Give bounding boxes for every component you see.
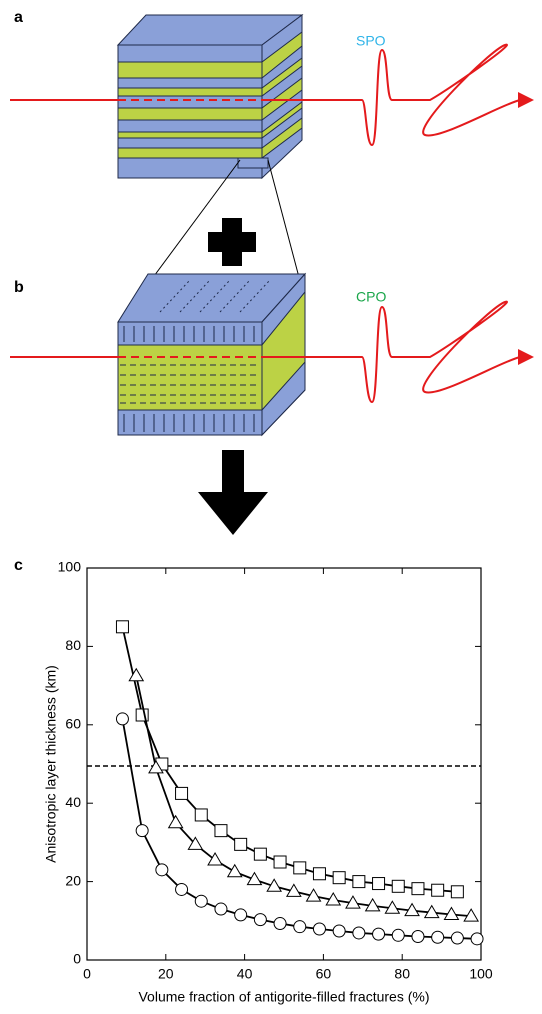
marker bbox=[312, 922, 326, 936]
marker bbox=[167, 814, 184, 829]
marker bbox=[463, 908, 480, 922]
marker bbox=[332, 871, 346, 885]
y-tick-label: 20 bbox=[65, 872, 81, 888]
marker bbox=[431, 930, 445, 944]
cube-spo bbox=[116, 14, 304, 180]
marker bbox=[293, 861, 307, 875]
marker bbox=[253, 913, 267, 927]
marker bbox=[332, 924, 346, 938]
marker bbox=[352, 875, 366, 889]
y-tick-label: 80 bbox=[65, 637, 81, 653]
marker bbox=[214, 824, 228, 838]
y-tick-label: 0 bbox=[73, 951, 81, 967]
marker bbox=[305, 888, 322, 902]
curve bbox=[121, 626, 458, 893]
marker bbox=[135, 824, 149, 838]
marker bbox=[391, 879, 405, 893]
x-tick-label: 60 bbox=[316, 966, 332, 982]
x-tick-label: 0 bbox=[83, 966, 91, 982]
marker bbox=[207, 852, 223, 866]
marker bbox=[293, 920, 307, 934]
x-axis-label: Volume fraction of antigorite-filled fra… bbox=[138, 989, 429, 1005]
marker bbox=[450, 931, 464, 945]
marker bbox=[431, 883, 445, 897]
spo-label: SPO bbox=[356, 33, 386, 49]
marker bbox=[391, 928, 405, 942]
x-tick-label: 100 bbox=[469, 966, 493, 982]
marker bbox=[345, 895, 361, 909]
marker bbox=[470, 932, 484, 946]
marker bbox=[155, 863, 169, 877]
marker bbox=[175, 882, 189, 896]
marker bbox=[404, 902, 420, 917]
panel-label: c bbox=[14, 557, 23, 574]
marker bbox=[253, 847, 267, 861]
marker bbox=[187, 836, 204, 850]
marker bbox=[384, 900, 401, 914]
marker bbox=[234, 837, 248, 851]
marker bbox=[234, 908, 248, 922]
marker bbox=[364, 897, 381, 912]
marker bbox=[312, 867, 326, 881]
panel-label: b bbox=[14, 279, 24, 296]
marker bbox=[273, 917, 287, 931]
plot-frame bbox=[86, 567, 482, 961]
marker bbox=[450, 885, 464, 899]
x-tick-label: 20 bbox=[158, 966, 174, 982]
marker bbox=[194, 894, 208, 908]
marker bbox=[411, 929, 425, 943]
marker bbox=[352, 926, 366, 940]
x-tick-label: 40 bbox=[237, 966, 253, 982]
cpo-label: CPO bbox=[356, 289, 386, 305]
marker bbox=[175, 786, 189, 800]
marker bbox=[443, 906, 460, 921]
marker bbox=[226, 863, 243, 878]
panel-label: a bbox=[14, 9, 23, 26]
y-tick-label: 100 bbox=[58, 559, 82, 575]
marker bbox=[411, 882, 425, 896]
marker bbox=[115, 712, 129, 726]
marker bbox=[246, 871, 263, 886]
y-tick-label: 40 bbox=[65, 794, 81, 810]
marker bbox=[266, 878, 283, 892]
marker bbox=[115, 620, 129, 634]
y-tick-label: 60 bbox=[65, 716, 81, 732]
marker bbox=[372, 927, 386, 941]
marker bbox=[325, 892, 342, 906]
marker bbox=[285, 883, 302, 897]
x-tick-label: 80 bbox=[394, 966, 410, 982]
y-axis-label: Anisotropic layer thickness (km) bbox=[43, 665, 59, 863]
chart: 0 20 40 60 80 100 0 20 40 60 80 100 Volume fraction … bbox=[43, 559, 493, 1005]
marker bbox=[273, 855, 287, 869]
marker bbox=[214, 902, 228, 916]
marker bbox=[423, 904, 440, 919]
marker bbox=[194, 808, 208, 822]
marker bbox=[372, 877, 386, 891]
cube-cpo bbox=[117, 272, 307, 437]
curve bbox=[121, 718, 478, 940]
marker bbox=[148, 759, 164, 774]
arrow bbox=[198, 450, 268, 535]
marker bbox=[128, 667, 145, 682]
